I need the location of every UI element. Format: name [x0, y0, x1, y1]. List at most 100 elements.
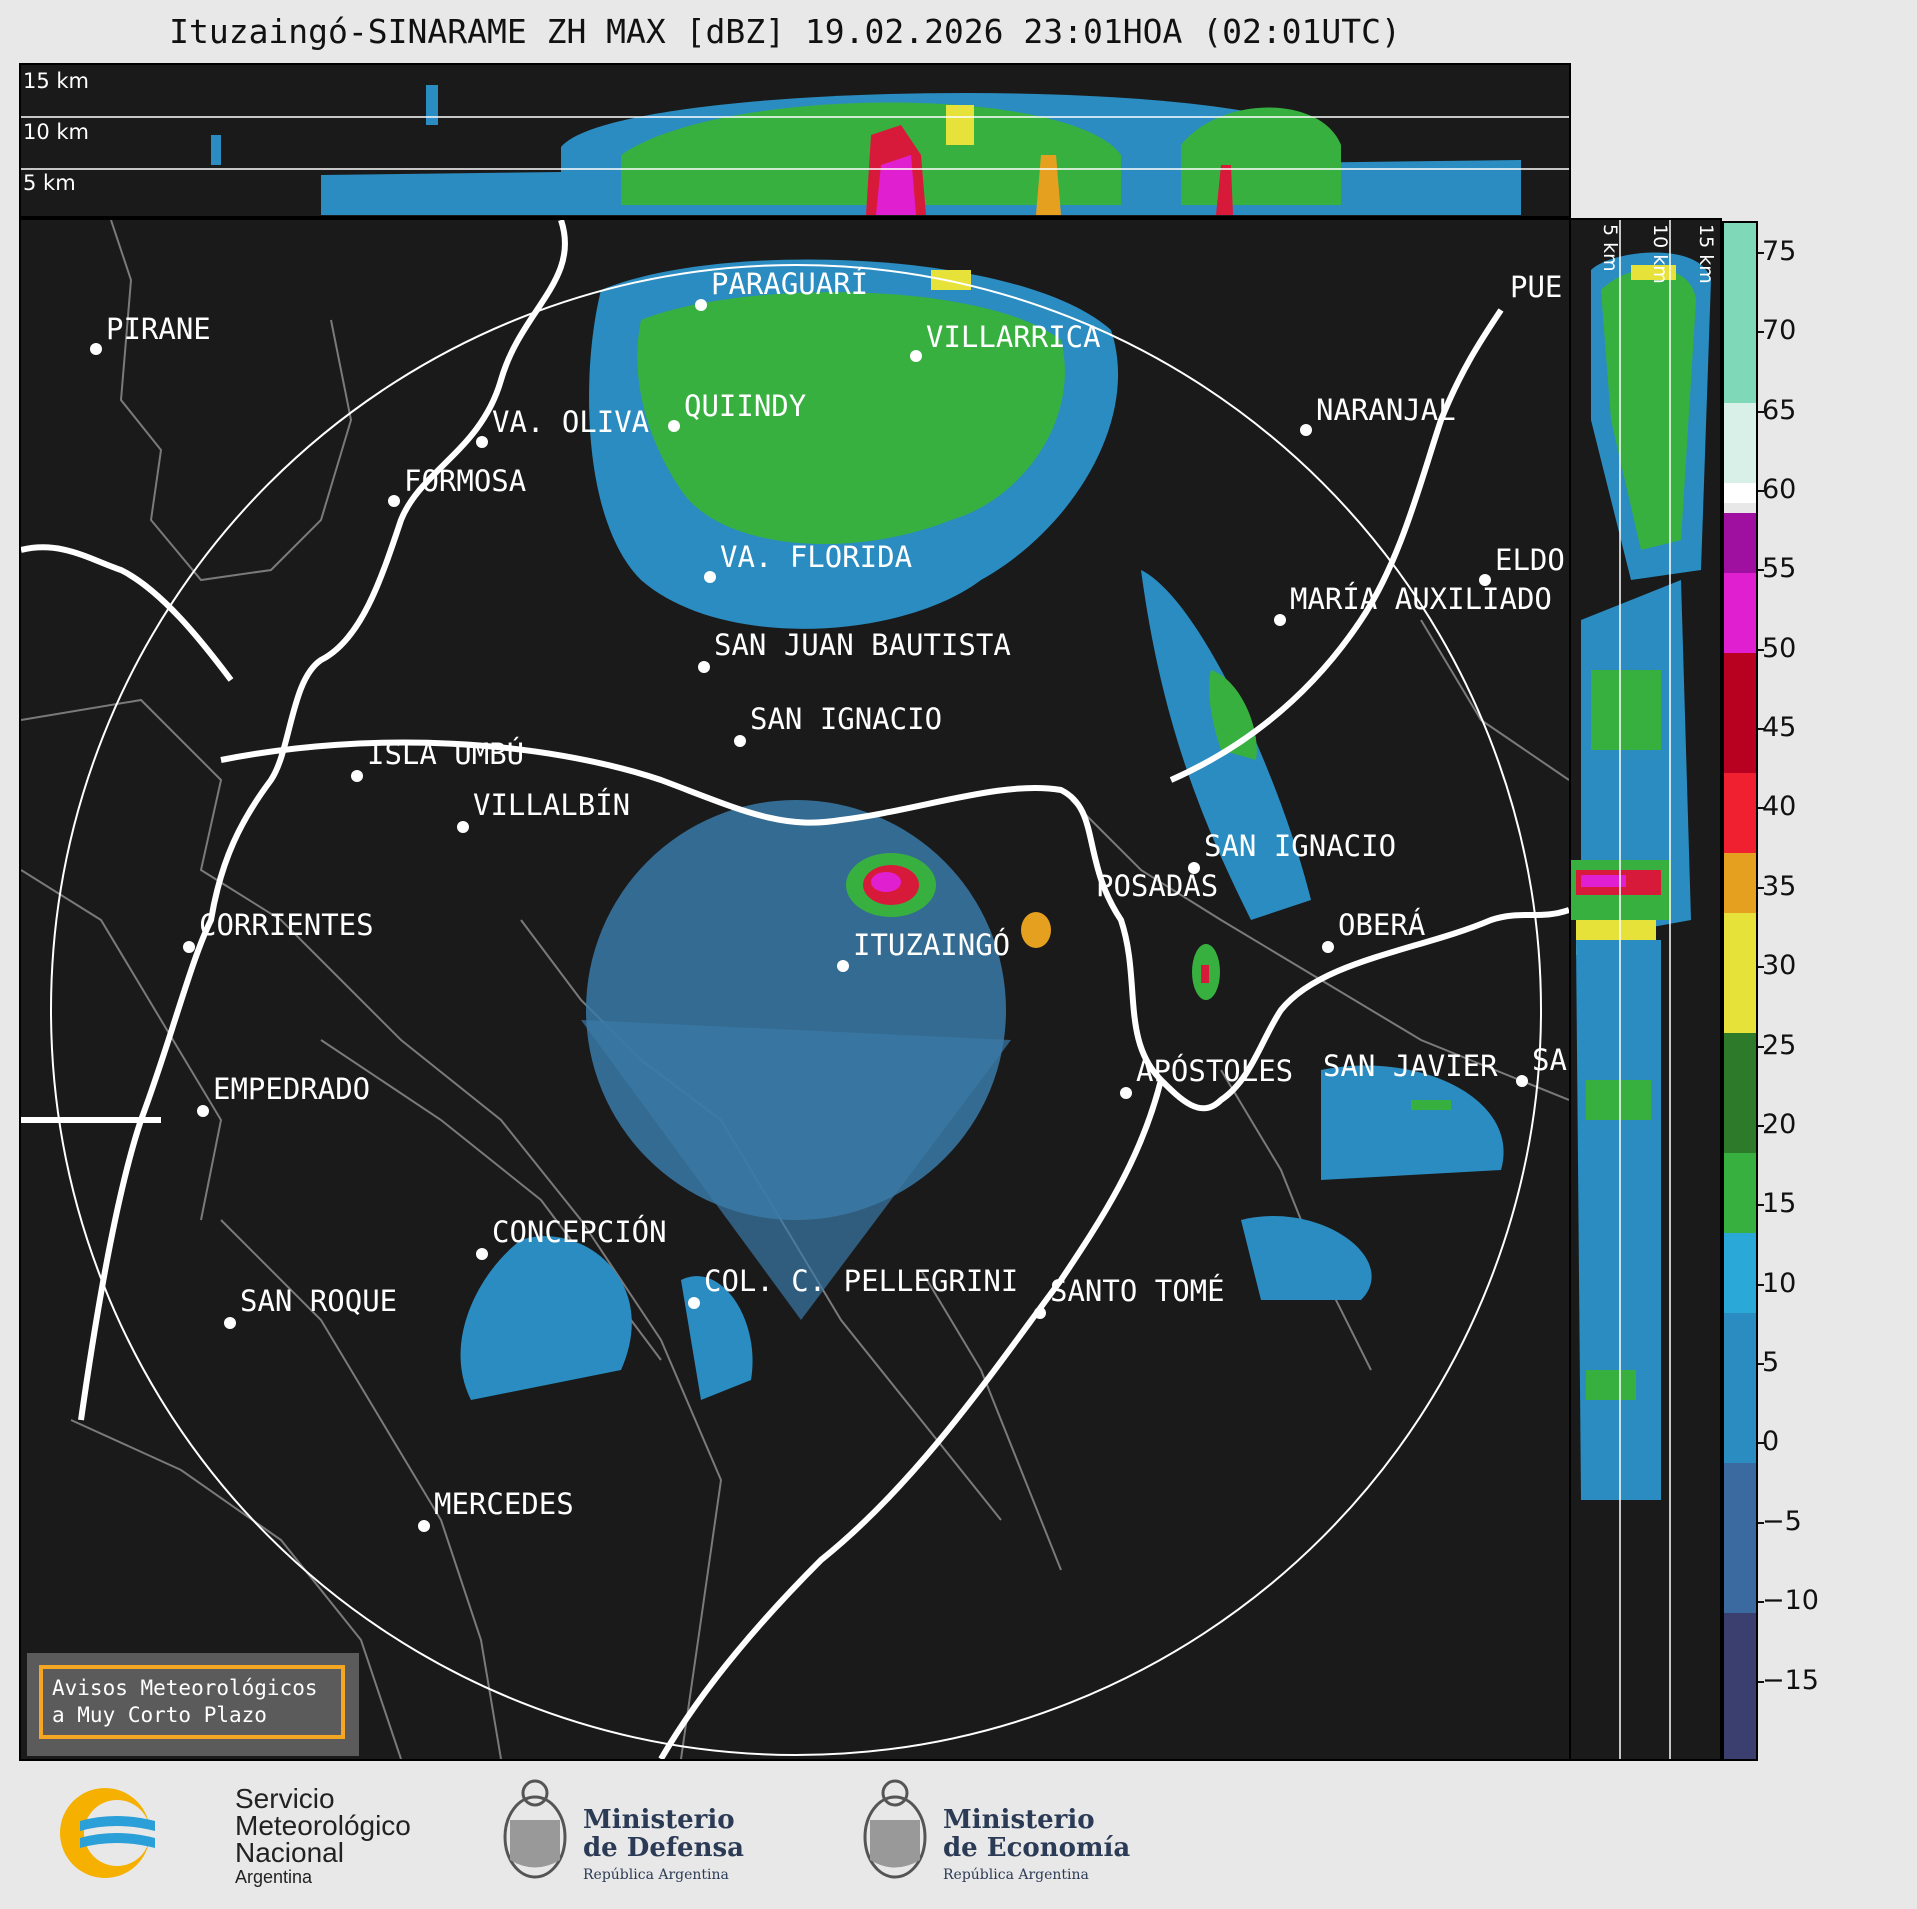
- avisos-box: Avisos Meteorológicos a Muy Corto Plazo: [27, 1653, 359, 1756]
- precipitation-areas: [460, 259, 1504, 1400]
- colorbar-tick-label: 60: [1762, 473, 1797, 505]
- city-label: SAN JAVIER: [1323, 1049, 1498, 1083]
- avisos-line-1: Avisos Meteorológicos: [52, 1676, 318, 1700]
- city-label: COL. C. PELLEGRINI: [704, 1264, 1019, 1298]
- economia-line-2: de Economía: [943, 1833, 1131, 1863]
- city-label: SA: [1532, 1043, 1567, 1077]
- city-dot: [476, 1248, 488, 1260]
- colorbar-tick-label: 45: [1762, 712, 1797, 744]
- city-dot: [457, 821, 469, 833]
- colorbar-tick-mark: [1758, 1521, 1764, 1524]
- avisos-line-2: a Muy Corto Plazo: [52, 1703, 267, 1727]
- top-cross-section-panel: 15 km 10 km 5 km: [19, 63, 1571, 218]
- height-label-10km: 10 km: [23, 120, 90, 144]
- city-label: CORRIENTES: [199, 908, 374, 942]
- colorbar-tick-label: 30: [1762, 950, 1797, 982]
- colorbar-tick-mark: [1758, 807, 1764, 810]
- city-dot: [1188, 862, 1200, 874]
- city-dot: [90, 343, 102, 355]
- colorbar-tick-label: 25: [1762, 1029, 1797, 1061]
- smn-line-2: Meteorológico: [235, 1810, 411, 1841]
- defensa-line-2: de Defensa: [583, 1833, 744, 1863]
- city-label: POSADAS: [1096, 869, 1219, 903]
- colorbar-tick-mark: [1758, 1363, 1764, 1366]
- colorbar-tick-mark: [1758, 648, 1764, 651]
- city-label: MERCEDES: [434, 1487, 574, 1521]
- city-dot: [351, 770, 363, 782]
- city-label: NARANJAL: [1316, 393, 1456, 427]
- colorbar-tick-label: −5: [1762, 1505, 1802, 1537]
- smn-line-4: Argentina: [235, 1867, 313, 1887]
- colorbar-tick-label: 10: [1762, 1267, 1797, 1299]
- city-label: EMPEDRADO: [213, 1072, 371, 1106]
- economia-logo: Ministerio de Economía República Argenti…: [855, 1775, 1135, 1895]
- city-label: VILLALBÍN: [473, 788, 631, 822]
- colorbar: [1722, 221, 1758, 1761]
- colorbar-tick-mark: [1758, 1283, 1764, 1286]
- city-label: PUE: [1510, 270, 1563, 304]
- colorbar-tick-mark: [1758, 331, 1764, 334]
- city-dot: [910, 350, 922, 362]
- colorbar-tick-label: 0: [1762, 1426, 1780, 1458]
- city-dot: [476, 436, 488, 448]
- radar-map: PARAGUARÍ PIRANE VILLARRICA QUIINDY VA. …: [19, 218, 1571, 1761]
- city-label: VA. FLORIDA: [720, 540, 913, 574]
- smn-emblem-icon: [60, 1788, 155, 1878]
- city-label: SAN IGNACIO: [750, 702, 943, 736]
- city-label: MARÍA AUXILIADO: [1290, 582, 1552, 616]
- city-label: FORMOSA: [404, 464, 527, 498]
- city-dot: [1516, 1075, 1528, 1087]
- colorbar-tick-mark: [1758, 1204, 1764, 1207]
- city-label: APÓSTOLES: [1136, 1054, 1294, 1088]
- colorbar-tick-mark: [1758, 569, 1764, 572]
- province-boundaries: [21, 220, 1569, 1759]
- economia-line-1: Ministerio: [943, 1805, 1095, 1835]
- smn-line-3: Nacional: [235, 1837, 344, 1868]
- colorbar-gradient: [1724, 223, 1756, 1759]
- defensa-logo: Ministerio de Defensa República Argentin…: [495, 1775, 755, 1895]
- colorbar-tick-mark: [1758, 410, 1764, 413]
- city-label: PIRANE: [106, 312, 211, 346]
- rivers: [21, 220, 1569, 1759]
- chart-title: Ituzaingó-SINARAME ZH MAX [dBZ] 19.02.20…: [169, 12, 1401, 51]
- smn-logo: Servicio Meteorológico Nacional Argentin…: [55, 1783, 411, 1893]
- city-dot: [1274, 614, 1286, 626]
- colorbar-tick-label: 40: [1762, 791, 1797, 823]
- top-cross-section-echoes: [21, 85, 1569, 215]
- colorbar-tick-label: 70: [1762, 315, 1797, 347]
- colorbar-tick-mark: [1758, 966, 1764, 969]
- economia-sub: República Argentina: [943, 1867, 1089, 1883]
- side-cross-section-echoes: [1571, 220, 1711, 1759]
- city-label: SANTO TOMÉ: [1050, 1274, 1225, 1308]
- city-label: QUIINDY: [684, 389, 807, 423]
- colorbar-tick-mark: [1758, 886, 1764, 889]
- coat-of-arms-icon: [863, 1779, 927, 1879]
- radar-echo-layer: [21, 220, 1569, 1759]
- coat-of-arms-icon: [503, 1779, 567, 1879]
- city-label: PARAGUARÍ: [711, 267, 869, 301]
- city-label: ELDO: [1495, 543, 1565, 577]
- city-dot: [1479, 574, 1491, 586]
- colorbar-tick-label: −15: [1762, 1664, 1819, 1696]
- colorbar-tick-mark: [1758, 1045, 1764, 1048]
- city-label: ITUZAINGÓ: [853, 928, 1011, 962]
- colorbar-tick-label: 5: [1762, 1347, 1780, 1379]
- city-dot: [688, 1297, 700, 1309]
- city-dot: [695, 299, 707, 311]
- height-label-5km: 5 km: [23, 171, 76, 195]
- height-label-10km: 10 km: [1649, 224, 1671, 284]
- city-dot: [1300, 424, 1312, 436]
- city-dot: [734, 735, 746, 747]
- height-label-15km: 15 km: [1695, 224, 1717, 284]
- colorbar-tick-mark: [1758, 1680, 1764, 1683]
- city-label: VILLARRICA: [926, 320, 1101, 354]
- city-dot: [837, 960, 849, 972]
- colorbar-tick-mark: [1758, 251, 1764, 254]
- city-dot: [197, 1105, 209, 1117]
- city-label: CONCEPCIÓN: [492, 1215, 667, 1249]
- city-label: VA. OLIVA: [492, 405, 650, 439]
- city-label: SAN JUAN BAUTISTA: [714, 628, 1011, 662]
- city-dot: [1034, 1307, 1046, 1319]
- side-cross-section-panel: 5 km 10 km 15 km: [1569, 218, 1722, 1761]
- colorbar-tick-label: 35: [1762, 870, 1797, 902]
